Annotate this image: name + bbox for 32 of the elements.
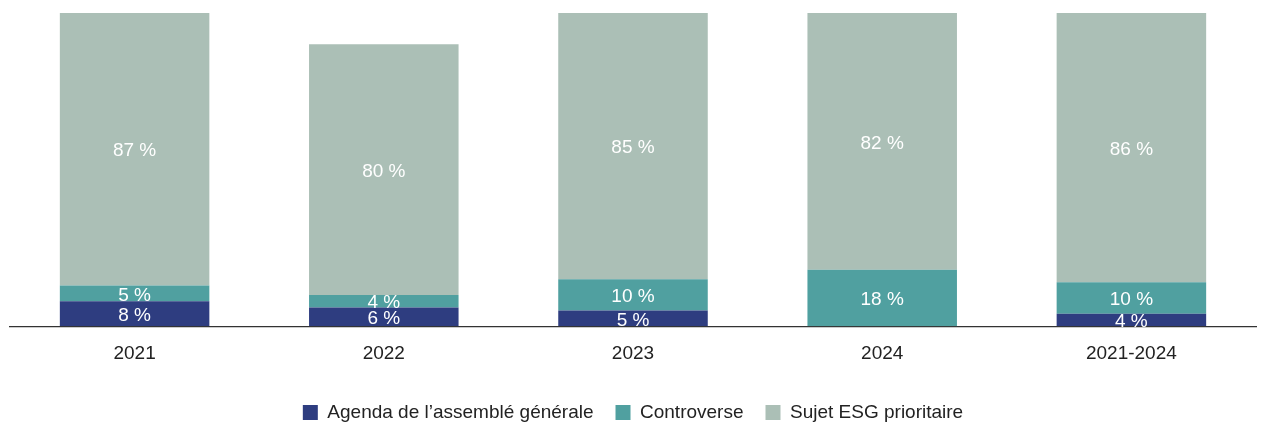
bar bbox=[558, 279, 708, 311]
bar bbox=[807, 13, 957, 270]
data-label: 87 % bbox=[112, 139, 157, 161]
bar bbox=[59, 13, 210, 286]
data-label: 5 % bbox=[118, 283, 152, 305]
data-label: 5 % bbox=[616, 308, 650, 330]
legend-label: Agenda de l’assemblé générale bbox=[327, 400, 594, 422]
bar bbox=[59, 301, 210, 327]
data-label: 18 % bbox=[860, 288, 904, 310]
bar bbox=[59, 285, 210, 302]
data-label: 4 % bbox=[1115, 310, 1148, 332]
data-label: 82 % bbox=[860, 131, 904, 153]
legend-label: Controverse bbox=[640, 400, 744, 422]
legend-label: Sujet ESG prioritaire bbox=[790, 400, 964, 422]
data-label: 85 % bbox=[611, 136, 655, 158]
x-tick-label: 2022 bbox=[362, 341, 405, 363]
x-tick-label: 2021 bbox=[113, 341, 156, 363]
data-label: 10 % bbox=[611, 285, 655, 307]
bar bbox=[558, 13, 708, 280]
data-label: 6 % bbox=[367, 307, 401, 329]
data-label: 8 % bbox=[118, 303, 152, 325]
data-label: 86 % bbox=[1109, 137, 1154, 159]
data-label: 80 % bbox=[362, 159, 406, 181]
bar bbox=[309, 44, 459, 295]
bar bbox=[1056, 282, 1207, 314]
bar bbox=[309, 307, 459, 327]
bar bbox=[1056, 13, 1207, 283]
x-tick-label: 2023 bbox=[611, 341, 655, 363]
x-tick-label: 2024 bbox=[861, 341, 904, 363]
bar bbox=[807, 269, 957, 327]
data-label: 10 % bbox=[1109, 288, 1154, 310]
x-tick-label: 2021-2024 bbox=[1085, 341, 1178, 363]
